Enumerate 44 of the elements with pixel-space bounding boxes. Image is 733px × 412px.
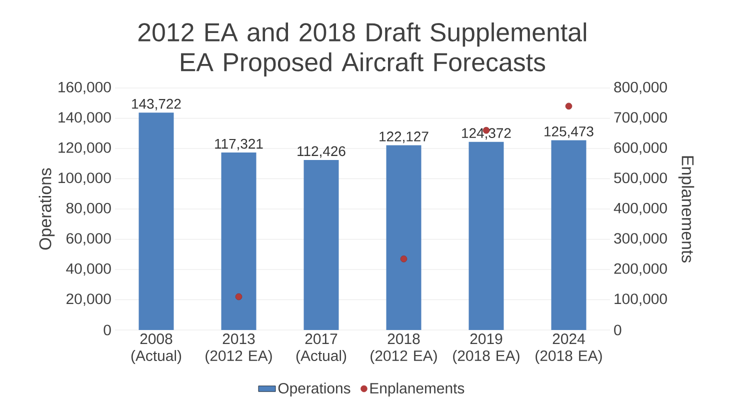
x-tick-label: 2013 (2012 EA) bbox=[206, 334, 272, 364]
y2-tick-label: 600,000 bbox=[614, 142, 667, 155]
point bbox=[400, 256, 408, 262]
y-tick-label: 140,000 bbox=[58, 112, 111, 124]
bar bbox=[386, 145, 422, 330]
data-label: 125,473 bbox=[544, 126, 594, 138]
y2-tick-label: 800,000 bbox=[614, 82, 667, 94]
chart-title: 2012 EA and 2018 Draft Supplemental EA Proposed Aircraft Forecasts bbox=[138, 22, 586, 76]
data-label: 124,372 bbox=[462, 128, 511, 140]
data-label: 117,321 bbox=[215, 138, 263, 150]
x-tick-label: 2018 (2012 EA) bbox=[370, 334, 437, 364]
point bbox=[565, 102, 572, 110]
bar bbox=[304, 160, 339, 330]
data-label: 112,426 bbox=[298, 146, 346, 158]
y2-tick-label: 100,000 bbox=[614, 294, 667, 306]
y-tick-label: 120,000 bbox=[58, 142, 111, 155]
point bbox=[235, 293, 242, 300]
y2-tick-label: 300,000 bbox=[614, 233, 667, 246]
y-tick-label: 0 bbox=[104, 324, 111, 336]
y2-tick-label: 500,000 bbox=[614, 172, 667, 185]
y-axis-title: Operations bbox=[38, 168, 55, 250]
bar bbox=[138, 112, 174, 330]
y-tick-label: 80,000 bbox=[66, 202, 111, 216]
y-tick-label: 20,000 bbox=[66, 294, 111, 306]
y-tick-label: 40,000 bbox=[66, 263, 111, 276]
y-tick-label: 100,000 bbox=[58, 172, 111, 185]
y2-tick-label: 200,000 bbox=[614, 263, 667, 276]
bar bbox=[551, 140, 586, 330]
bar bbox=[468, 142, 504, 330]
y2-tick-label: 0 bbox=[614, 324, 622, 336]
x-tick-label: 2019 (2018 EA) bbox=[453, 334, 520, 364]
x-tick-label: 2017 (Actual) bbox=[296, 334, 346, 364]
y2-axis-title: Enplanements bbox=[678, 156, 694, 263]
y-tick-label: 160,000 bbox=[58, 82, 111, 94]
x-tick-label: 2008 (Actual) bbox=[131, 334, 182, 364]
y2-tick-label: 700,000 bbox=[614, 112, 667, 124]
legend-label: Operations bbox=[278, 382, 350, 397]
x-tick-label: 2024 (2018 EA) bbox=[536, 334, 602, 364]
data-label: 143,722 bbox=[132, 98, 181, 110]
data-label: 122,127 bbox=[380, 132, 428, 144]
y2-tick-label: 400,000 bbox=[614, 202, 667, 216]
bar bbox=[221, 152, 256, 330]
y-tick-label: 60,000 bbox=[66, 233, 111, 246]
legend-label: Enplanements bbox=[370, 382, 464, 397]
